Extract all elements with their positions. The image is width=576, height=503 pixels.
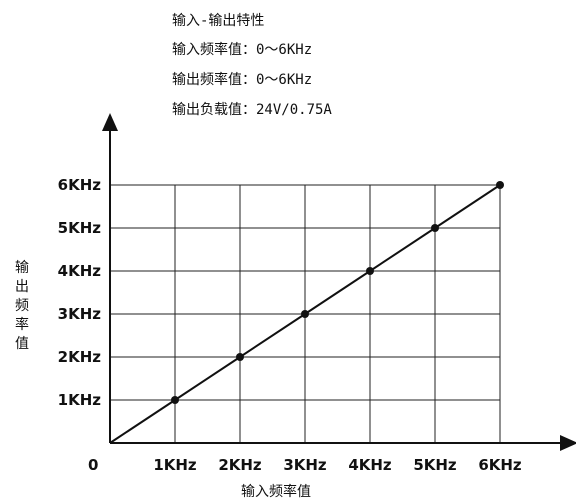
data-point bbox=[366, 267, 374, 275]
chart-header: 输入-输出特性 输入频率值：0～6KHz 输出频率值：0～6KHz 输出负载值：… bbox=[172, 13, 332, 118]
y-tick-label: 4KHz bbox=[58, 262, 102, 280]
spec-input-range: 输入频率值：0～6KHz bbox=[172, 41, 312, 58]
x-tick-label: 2KHz bbox=[218, 456, 262, 474]
data-point bbox=[171, 396, 179, 404]
data-point bbox=[496, 181, 504, 189]
x-tick-label: 1KHz bbox=[153, 456, 197, 474]
tick-labels: 1KHz 2KHz 3KHz 4KHz 5KHz 6KHz 1KHz 2KHz 3KHz 4KHz… bbox=[58, 176, 522, 474]
x-tick-label: 6KHz bbox=[478, 456, 522, 474]
y-axis-title-char: 频 bbox=[15, 298, 29, 314]
y-tick-label: 3KHz bbox=[58, 305, 102, 323]
x-axis-title: 输入频率值 bbox=[241, 483, 311, 500]
y-tick-label: 5KHz bbox=[58, 219, 102, 237]
y-axis-title-char: 值 bbox=[15, 336, 29, 352]
y-axis-title: 输出频率值 bbox=[15, 260, 29, 352]
spec-output-load: 输出负载值：24V/0.75A bbox=[172, 102, 332, 118]
axes bbox=[102, 113, 576, 451]
x-tick-label: 5KHz bbox=[413, 456, 457, 474]
y-axis-title-char: 率 bbox=[15, 316, 29, 333]
x-tick-label: 3KHz bbox=[283, 456, 327, 474]
y-tick-label: 1KHz bbox=[58, 391, 102, 409]
y-tick-label: 6KHz bbox=[58, 176, 102, 194]
chart-title: 输入-输出特性 bbox=[172, 13, 264, 29]
data-point bbox=[236, 353, 244, 361]
x-axis-arrow bbox=[560, 435, 576, 451]
data-point bbox=[301, 310, 309, 318]
x-tick-label: 4KHz bbox=[348, 456, 392, 474]
y-axis-title-char: 输 bbox=[15, 260, 29, 276]
series bbox=[109, 181, 504, 444]
spec-output-range: 输出频率值：0～6KHz bbox=[172, 71, 312, 88]
y-axis-arrow bbox=[102, 113, 118, 131]
origin-label: 0 bbox=[88, 456, 98, 474]
data-point bbox=[431, 224, 439, 232]
y-tick-label: 2KHz bbox=[58, 348, 102, 366]
y-axis-title-char: 出 bbox=[15, 279, 29, 295]
